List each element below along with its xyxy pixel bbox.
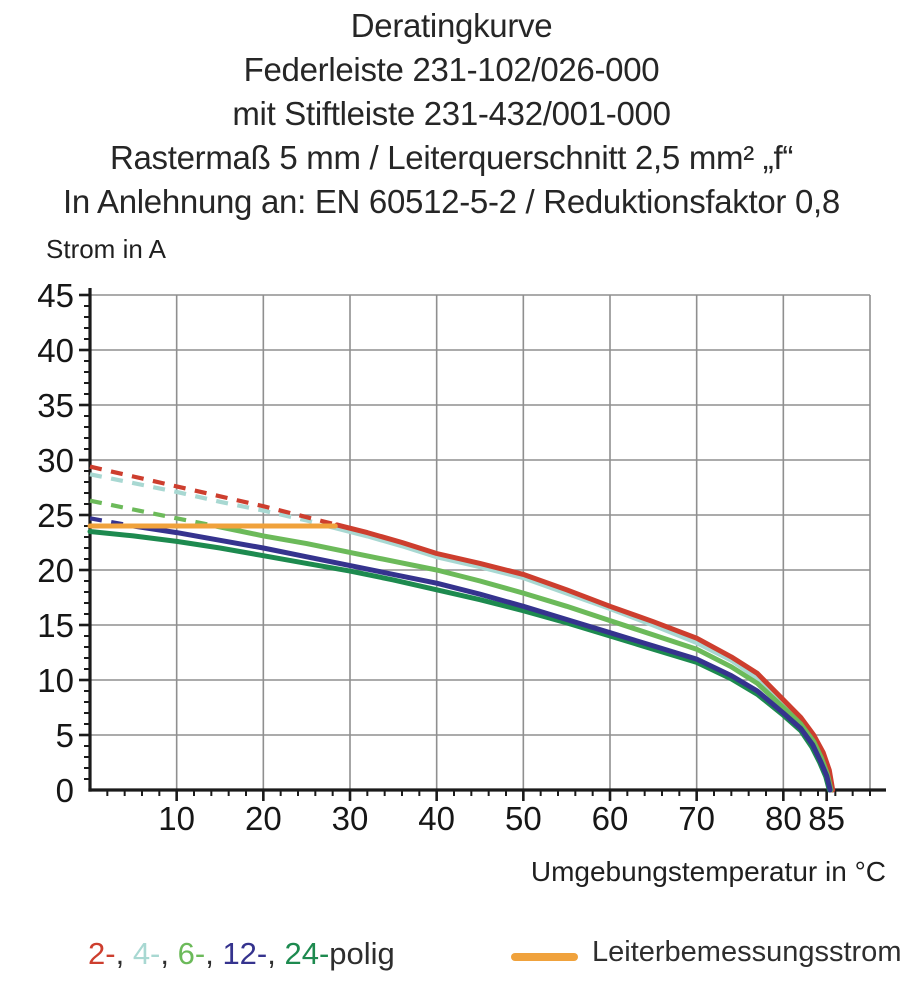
legend-part: 12- [222, 936, 268, 971]
svg-text:60: 60 [592, 800, 629, 837]
svg-text:45: 45 [37, 277, 74, 314]
y-axis-title: Strom in A [46, 234, 166, 264]
svg-text:50: 50 [505, 800, 542, 837]
legend-part: 6- [177, 936, 206, 971]
legend-part: polig [329, 936, 395, 971]
svg-text:80: 80 [765, 800, 802, 837]
legend-pole-counts: 2-, 4-, 6-, 12-, 24-polig [88, 936, 395, 972]
legend-part: , [160, 936, 178, 971]
svg-text:40: 40 [418, 800, 455, 837]
svg-text:5: 5 [56, 717, 74, 754]
chart-title-block: Deratingkurve Federleiste 231-102/026-00… [0, 4, 903, 224]
x-axis-title: Umgebungstemperatur in °C [530, 856, 886, 887]
svg-text:20: 20 [245, 800, 282, 837]
legend-part: , [115, 936, 133, 971]
legend-part: 4- [132, 936, 161, 971]
title-line-2: Federleiste 231-102/026-000 [243, 51, 660, 88]
svg-text:20: 20 [37, 552, 74, 589]
title-line-4: Rastermaß 5 mm / Leiterquerschnitt 2,5 m… [109, 139, 794, 176]
svg-text:15: 15 [37, 607, 74, 644]
rated-current-label: Leiterbemessungsstrom [592, 936, 902, 968]
legend-part: 2- [88, 936, 116, 971]
svg-text:35: 35 [37, 387, 74, 424]
title-line-1: Deratingkurve [350, 7, 553, 44]
svg-text:40: 40 [37, 332, 74, 369]
legend-part: 24- [284, 936, 330, 971]
legend-part: , [267, 936, 285, 971]
rated-current-line-swatch [511, 953, 578, 961]
svg-text:30: 30 [332, 800, 369, 837]
svg-text:70: 70 [678, 800, 715, 837]
svg-text:85: 85 [808, 800, 845, 837]
svg-text:10: 10 [37, 662, 74, 699]
svg-text:25: 25 [37, 497, 74, 534]
legend-part: , [205, 936, 223, 971]
title-line-5: In Anlehnung an: EN 60512-5-2 / Reduktio… [63, 183, 840, 220]
svg-text:0: 0 [56, 772, 74, 809]
svg-text:30: 30 [37, 442, 74, 479]
svg-text:10: 10 [158, 800, 195, 837]
title-line-3: mit Stiftleiste 231-432/001-000 [232, 95, 671, 132]
